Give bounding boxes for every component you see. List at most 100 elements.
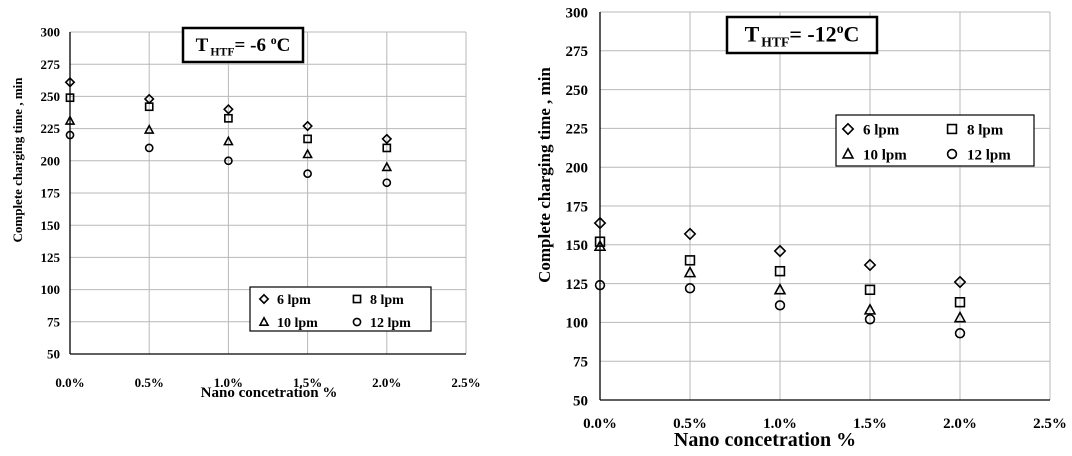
- data-point-circle: [954, 328, 966, 339]
- legend-marker-triangle: [841, 147, 855, 159]
- series-6-lpm: [593, 216, 967, 289]
- series-8-lpm: [594, 236, 966, 308]
- x-tick-label: 1.5%: [853, 416, 887, 432]
- y-tick-label: 200: [41, 153, 61, 168]
- data-point-diamond: [953, 275, 967, 289]
- y-tick-label: 50: [573, 393, 588, 409]
- chart-title-box: T HTF= -6 oC: [181, 26, 305, 64]
- x-tick-label: 0.0%: [55, 375, 84, 390]
- data-point-circle: [65, 130, 75, 140]
- data-point-triangle: [143, 124, 155, 134]
- y-tick-label: 100: [41, 282, 61, 297]
- legend: 6 lpm 8 lpm 10 lpm 12 lpm: [835, 114, 1035, 167]
- legend-marker-square: [946, 123, 958, 135]
- chart-title-box: T HTF= -12oC: [725, 15, 879, 55]
- y-tick-label: 50: [47, 347, 60, 362]
- title-t: T: [196, 35, 209, 56]
- y-tick-label: 300: [566, 5, 589, 21]
- x-tick-label: 2.0%: [372, 375, 401, 390]
- data-point-diamond: [223, 103, 234, 115]
- data-point-triangle: [953, 310, 967, 323]
- title-subscript: HTF: [761, 34, 789, 49]
- data-point-square: [65, 93, 75, 103]
- data-point-circle: [144, 143, 154, 153]
- y-tick-label: 175: [566, 199, 589, 215]
- data-point-square: [382, 143, 392, 153]
- y-axis-title: Complete charging time , min: [535, 67, 554, 283]
- y-tick-label: 75: [47, 314, 61, 329]
- legend-marker-diamond: [841, 122, 855, 136]
- data-point-diamond: [302, 120, 313, 132]
- y-tick-label: 100: [566, 316, 589, 332]
- series-12-lpm: [65, 130, 392, 188]
- x-tick-label: 1.0%: [214, 375, 243, 390]
- data-point-triangle: [64, 114, 76, 125]
- title-superscript: o: [837, 21, 844, 36]
- y-tick-label: 250: [41, 89, 61, 104]
- y-tick-label: 225: [41, 121, 61, 136]
- legend-label: 12 lpm: [370, 316, 411, 331]
- y-tick-label: 125: [566, 277, 589, 293]
- y-tick-label: 300: [41, 25, 61, 40]
- data-point-square: [224, 113, 233, 123]
- x-axis-title: Nano concetration %: [201, 385, 338, 401]
- legend: 6 lpm 8 lpm 10 lpm 12 lpm: [249, 286, 432, 332]
- legend-label: 12 lpm: [967, 147, 1011, 163]
- title-subscript: HTF: [210, 45, 234, 58]
- data-point-circle: [224, 156, 233, 166]
- legend-label: 8 lpm: [967, 122, 1004, 138]
- x-tick-label: 0.0%: [583, 416, 617, 432]
- data-point-diamond: [773, 244, 787, 258]
- x-tick-label: 0.5%: [673, 416, 707, 432]
- series-8-lpm: [65, 93, 392, 153]
- data-point-diamond: [683, 227, 697, 241]
- y-tick-label: 275: [41, 57, 61, 72]
- data-point-diamond: [863, 258, 877, 272]
- title-unit: C: [844, 21, 860, 46]
- data-point-square: [684, 255, 696, 266]
- data-point-square: [144, 102, 154, 112]
- legend-label: 8 lpm: [370, 293, 404, 308]
- legend-label: 10 lpm: [863, 147, 907, 163]
- title-frame: [725, 15, 879, 55]
- data-point-circle: [303, 169, 312, 179]
- data-point-square: [864, 284, 876, 296]
- x-tick-label: 2.0%: [943, 416, 977, 432]
- y-tick-label: 150: [41, 218, 61, 233]
- data-point-triangle: [683, 265, 697, 278]
- data-point-circle: [864, 314, 876, 325]
- chart-right-t-htf-minus-12: 50 75 100 125 150 175 200 225 250 275 300 0.0% 0.5% 1…: [535, 5, 1067, 451]
- legend-marker-triangle: [258, 316, 270, 326]
- legend-label: 10 lpm: [277, 316, 318, 331]
- data-point-circle: [594, 279, 606, 291]
- legend-label: 6 lpm: [863, 122, 900, 138]
- chart-left-t-htf-minus-6: 50 75 100 125 150 175 200 225 250 275 300 0.0% 0.5% 1…: [10, 25, 481, 401]
- data-point-triangle: [223, 135, 234, 146]
- data-point-square: [594, 236, 606, 247]
- data-point-triangle: [381, 161, 393, 172]
- legend-frame: [835, 114, 1035, 167]
- title-unit: C: [277, 35, 291, 56]
- data-point-triangle: [863, 303, 877, 315]
- chart-title: T HTF= -6 oC: [196, 34, 291, 58]
- data-point-triangle: [302, 148, 313, 159]
- data-point-square: [774, 265, 786, 277]
- legend-marker-circle: [352, 317, 362, 327]
- data-point-circle: [684, 283, 696, 294]
- data-point-triangle: [593, 239, 607, 252]
- y-tick-label: 225: [566, 122, 589, 138]
- title-value: = -6: [235, 35, 271, 56]
- x-tick-label: 1.0%: [763, 416, 797, 432]
- y-tick-label: 250: [566, 83, 589, 99]
- x-tick-label: 2.5%: [451, 375, 480, 390]
- title-frame: [181, 26, 305, 64]
- series-10-lpm: [593, 239, 967, 323]
- x-tick-label: 2.5%: [1033, 416, 1067, 432]
- title-t: T: [745, 21, 760, 46]
- data-point-diamond: [64, 76, 76, 88]
- legend-frame: [249, 286, 432, 332]
- data-point-diamond: [381, 133, 393, 145]
- x-tick-label: 0.5%: [135, 375, 164, 390]
- y-tick-label: 200: [566, 160, 589, 176]
